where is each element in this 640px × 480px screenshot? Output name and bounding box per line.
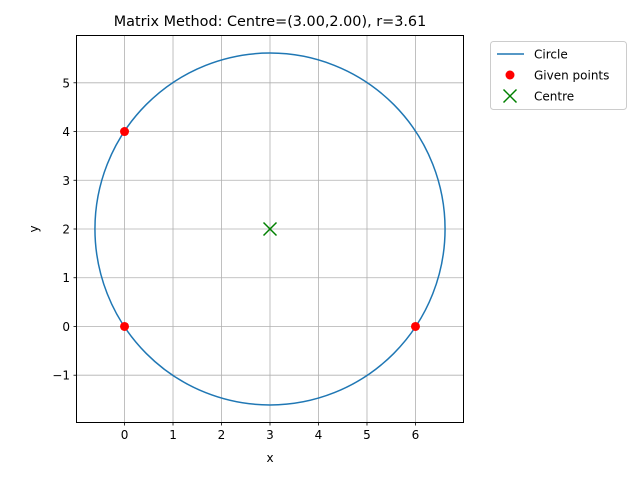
given-point bbox=[410, 321, 420, 331]
legend-label-given-points: Given points bbox=[534, 69, 609, 83]
y-axis-ticks: −1 0 1 2 3 4 5 bbox=[52, 76, 77, 383]
y-tick-label: 1 bbox=[62, 271, 70, 285]
y-tick-label: 4 bbox=[62, 125, 70, 139]
legend-frame bbox=[490, 41, 627, 110]
legend-given-points-marker bbox=[505, 70, 515, 80]
x-tick-label: 6 bbox=[412, 428, 420, 442]
centre-marker bbox=[262, 221, 278, 237]
x-tick-label: 4 bbox=[315, 428, 323, 442]
y-axis-label: y bbox=[27, 225, 41, 232]
legend-label-circle: Circle bbox=[534, 48, 568, 62]
axes-frame bbox=[76, 35, 464, 423]
x-tick-label: 0 bbox=[121, 428, 129, 442]
x-tick-label: 3 bbox=[266, 428, 274, 442]
plot-area bbox=[94, 52, 446, 406]
x-tick-label: 5 bbox=[363, 428, 371, 442]
given-point bbox=[120, 321, 130, 331]
x-tick-label: 1 bbox=[169, 428, 177, 442]
centre-marker-stroke bbox=[262, 221, 278, 237]
x-axis-ticks: 0 1 2 3 4 5 6 bbox=[121, 422, 420, 442]
y-tick-label: 0 bbox=[62, 320, 70, 334]
x-tick-label: 2 bbox=[218, 428, 226, 442]
y-tick-label: 2 bbox=[62, 223, 70, 237]
y-tick-label: 3 bbox=[62, 174, 70, 188]
legend-centre-marker bbox=[502, 88, 518, 104]
x-axis-label: x bbox=[266, 451, 273, 465]
legend: Circle Given points Centre bbox=[490, 41, 627, 110]
legend-label-centre: Centre bbox=[534, 90, 574, 104]
y-tick-label: −1 bbox=[52, 369, 70, 383]
chart-title: Matrix Method: Centre=(3.00,2.00), r=3.6… bbox=[114, 14, 427, 30]
given-point bbox=[120, 127, 130, 137]
y-tick-label: 5 bbox=[62, 76, 70, 90]
circle-line bbox=[94, 52, 446, 406]
